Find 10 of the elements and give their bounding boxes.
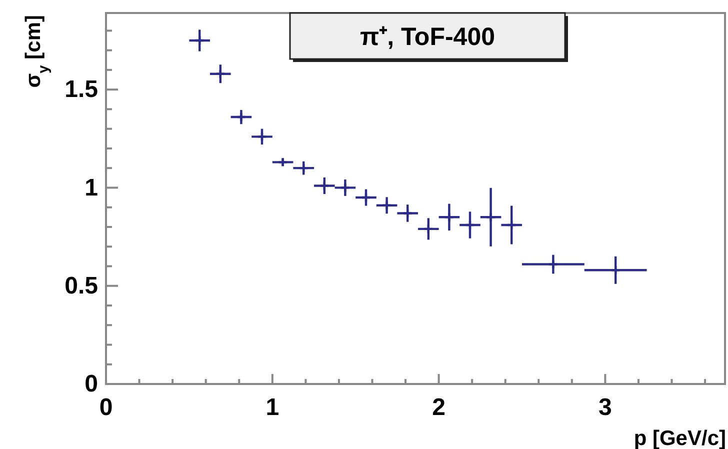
x-tick-label: 1 xyxy=(266,394,280,421)
y-tick-label: 0.5 xyxy=(64,272,98,300)
chart-title: π⁺, ToF-400 xyxy=(360,23,496,51)
x-tick-label: 2 xyxy=(432,394,446,421)
x-axis-title: p [GeV/c] xyxy=(634,427,726,449)
title-box: π⁺, ToF-400 xyxy=(289,12,568,62)
x-tick-label: 3 xyxy=(598,394,612,421)
y-tick-label: 0 xyxy=(84,370,98,398)
y-tick-label: 1 xyxy=(84,174,98,202)
y-tick-label: 1.5 xyxy=(64,76,98,104)
